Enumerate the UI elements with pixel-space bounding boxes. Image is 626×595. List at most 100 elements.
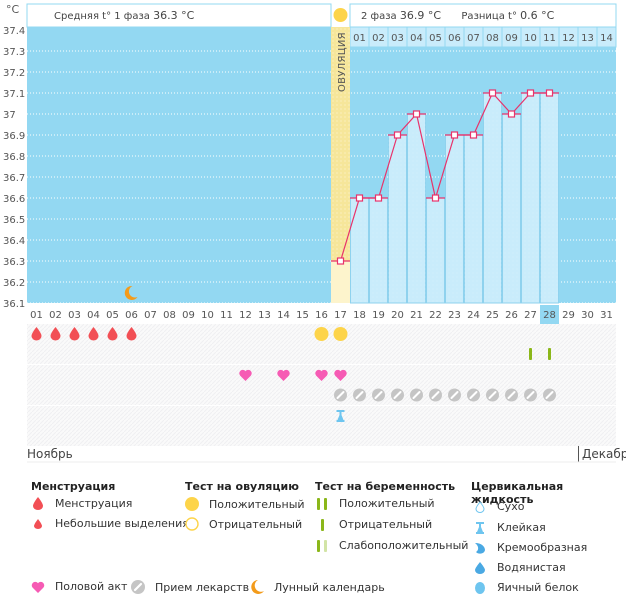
bbt-chart: 37.4 37.3 37.2 37.1 37 36.9 36.8 36.7 36.6 36.5 36… (3, 3, 617, 463)
blood-drop-icon (69, 327, 80, 341)
blood-drop-icon (107, 327, 118, 341)
temp-point (469, 131, 478, 139)
temp-point (526, 89, 535, 97)
marker-row (27, 344, 616, 364)
phase2-day-label: 05 (429, 33, 442, 44)
temp-bar-texture (388, 135, 407, 303)
temp-bar-texture (502, 114, 521, 303)
pill-icon-stroke (507, 391, 516, 399)
legend-fluid-sticky: Клейкая (469, 521, 546, 534)
diff-label: Разница t° (461, 11, 517, 22)
legend-fluid-creamy: Кремообразная (469, 541, 587, 554)
date-row (27, 426, 616, 446)
legend-spotting: Небольшие выделения (27, 517, 189, 530)
cycle-day-label: 17 (334, 310, 347, 321)
legend-fluid-watery: Водянистая (469, 561, 566, 574)
cycle-day-label: 23 (448, 310, 461, 321)
small-blood-drop-icon (27, 518, 49, 529)
egg-white-icon (469, 581, 491, 594)
phase2-day-label: 02 (372, 33, 385, 44)
cycle-day-label: 08 (163, 310, 176, 321)
cycle-day-label: 06 (125, 310, 138, 321)
cycle-day-label: 19 (372, 310, 385, 321)
phase1-summary: Средняя t° 1 фаза 36.3 °C (54, 9, 194, 22)
phase1-value: 36.3 °C (153, 9, 195, 22)
cycle-day-label: 12 (239, 310, 252, 321)
y-tick-label: 36.6 (3, 194, 25, 205)
blood-drop-icon (27, 497, 49, 510)
pill-icon-stroke (412, 391, 421, 399)
cycle-day-label: 28 (543, 310, 556, 321)
legend-menstruation-title: Менструация (31, 480, 116, 493)
blood-drop-icon (50, 327, 61, 341)
legend-sex-label: Половой акт (55, 580, 128, 593)
temp-bar-texture (483, 93, 502, 303)
cycle-day-label: 13 (258, 310, 271, 321)
heart-icon (27, 581, 49, 593)
temp-point (431, 194, 440, 202)
cycle-day-label: 04 (87, 310, 100, 321)
cycle-day-label: 21 (410, 310, 423, 321)
cycle-day-label: 10 (201, 310, 214, 321)
temp-point (488, 89, 497, 97)
dry-drop-outline-icon (469, 500, 491, 513)
unit-label: °C (6, 3, 20, 16)
cycle-day-label: 18 (353, 310, 366, 321)
cycle-day-label: 30 (581, 310, 594, 321)
legend-moon: Лунный календарь (246, 579, 385, 595)
y-tick-label: 36.2 (3, 278, 25, 289)
y-tick-label: 36.4 (3, 236, 25, 247)
sticky-hourglass-icon (469, 521, 491, 534)
legend-ovulation-negative: Отрицательный (181, 517, 302, 531)
pill-icon-stroke (431, 391, 440, 399)
legend-meds: Прием лекарств (127, 580, 249, 594)
cycle-day-label: 07 (144, 310, 157, 321)
temp-point (545, 89, 554, 97)
today-pointer (546, 446, 553, 449)
marker-row (27, 406, 616, 426)
marker-row (27, 385, 616, 405)
y-tick-label: 37.4 (3, 26, 25, 37)
legend-pregnancy-faint: Слабоположительный (311, 539, 468, 552)
legend-fluid-watery-label: Водянистая (497, 561, 566, 574)
month-december: Декабрь (582, 447, 626, 461)
heart-icon (315, 369, 328, 381)
legend-fluid-dry-label: Сухо (497, 500, 525, 513)
yellow-ring-icon (181, 517, 203, 531)
temp-bar-texture (426, 198, 445, 303)
moon-icon (124, 285, 138, 300)
ovulation-test-positive-icon (333, 327, 348, 341)
phase2-label: 2 фаза (361, 11, 397, 22)
pregnancy-test-negative-icon (548, 348, 551, 360)
legend-menstruation: Менструация (27, 497, 132, 510)
legend-ovulation-negative-label: Отрицательный (209, 517, 303, 531)
temp-bar-texture (369, 198, 388, 303)
temp-point (336, 257, 345, 265)
creamy-drop-icon (469, 542, 491, 554)
temp-bar-texture (407, 114, 426, 303)
phase2-day-label: 03 (391, 33, 404, 44)
y-tick-label: 37.3 (3, 47, 25, 58)
sticky-fluid-icon (336, 410, 345, 422)
legend-pregnancy-negative: Отрицательный (311, 518, 432, 531)
pill-icon-stroke (393, 391, 402, 399)
legend-pregnancy-faint-label: Слабоположительный (339, 539, 469, 552)
legend-ovulation-test-title: Тест на овуляцию (185, 480, 299, 493)
ovulation-label: ОВУЛЯЦИЯ (337, 32, 348, 92)
y-tick-label: 36.9 (3, 131, 25, 142)
temp-point (355, 194, 364, 202)
phase2-day-label: 07 (467, 33, 480, 44)
temp-point (393, 131, 402, 139)
y-tick-label: 36.1 (3, 299, 25, 310)
temp-bar-texture (445, 135, 464, 303)
y-tick-label: 37.1 (3, 89, 25, 100)
blood-drop-icon (31, 327, 42, 341)
temp-point (450, 131, 459, 139)
legend-moon-label: Лунный календарь (274, 580, 385, 594)
legend-sex: Половой акт (27, 580, 127, 593)
legend-fluid-dry: Сухо (469, 500, 524, 513)
pill-icon-stroke (545, 391, 554, 399)
one-green-bar-icon (311, 518, 333, 531)
phase2-day-cell (596, 26, 617, 48)
cycle-day-label: 25 (486, 310, 499, 321)
